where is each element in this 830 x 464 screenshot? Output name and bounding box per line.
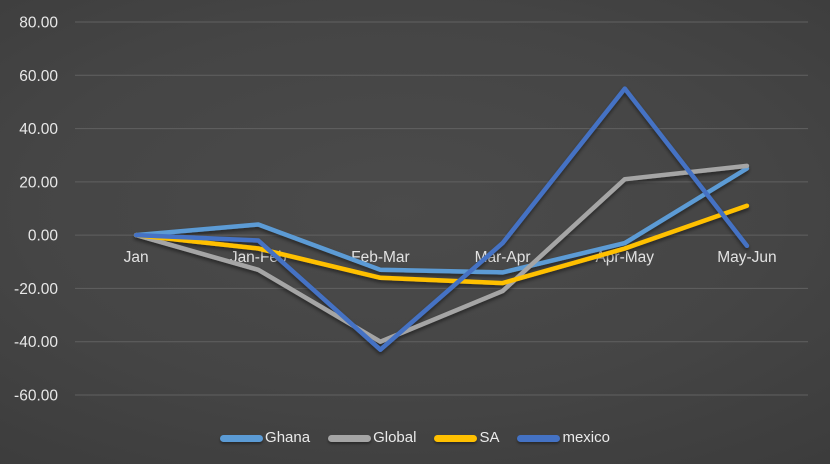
y-axis-tick-label: 80.00 [19,15,58,32]
series-line-mexico[interactable] [133,86,750,352]
x-axis-category-label: May-Jun [717,249,776,266]
legend-label: Global [373,429,417,446]
x-axis-category-label: Jan [124,249,149,266]
x-axis-category-label: Apr-May [595,249,654,266]
legend-swatch-icon [517,434,561,442]
legend-swatch-icon [434,434,478,442]
y-axis-tick-label: 60.00 [19,68,58,85]
y-axis-tick-label: -20.00 [14,281,58,298]
y-axis-tick-label: -40.00 [14,334,58,351]
legend-item-ghana[interactable]: Ghana [220,430,310,446]
series-line-global[interactable] [133,163,750,344]
chart-legend: Ghana Global SA mexico [0,426,830,450]
y-axis-tick-label: -60.00 [14,388,58,405]
legend-item-mexico[interactable]: mexico [517,430,610,446]
legend-item-sa[interactable]: SA [434,430,499,446]
series-line-sa[interactable] [133,203,750,286]
y-axis-tick-label: 20.00 [19,174,58,191]
legend-swatch-icon [328,434,372,442]
series-line-ghana[interactable] [133,166,750,275]
gridlines [75,21,808,396]
y-axis-tick-label: 40.00 [19,121,58,138]
x-axis-category-label: Feb-Mar [351,249,410,266]
plot-series [133,86,750,352]
legend-label: mexico [562,429,610,446]
legend-item-global[interactable]: Global [328,430,416,446]
legend-label: SA [479,429,500,446]
legend-label: Ghana [265,429,311,446]
legend-swatch-icon [220,434,264,442]
y-axis-labels: 80.00 60.00 40.00 20.00 0.00 -20.00 -40.00 -60.… [14,15,58,405]
y-axis-tick-label: 0.00 [28,228,59,245]
